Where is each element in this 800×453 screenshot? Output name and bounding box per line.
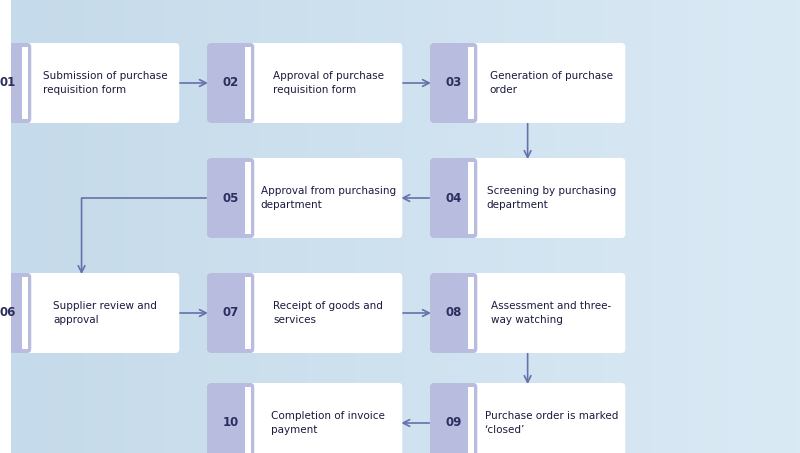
FancyBboxPatch shape — [430, 43, 626, 123]
FancyBboxPatch shape — [0, 273, 31, 353]
Text: Purchase order is marked
‘closed’: Purchase order is marked ‘closed’ — [485, 411, 618, 434]
FancyBboxPatch shape — [430, 273, 626, 353]
Bar — [22, 277, 28, 349]
FancyBboxPatch shape — [207, 273, 402, 353]
Bar — [246, 277, 251, 349]
Bar — [22, 47, 28, 119]
FancyBboxPatch shape — [207, 158, 254, 238]
Text: 03: 03 — [446, 77, 462, 90]
Text: 09: 09 — [446, 416, 462, 429]
Bar — [469, 277, 474, 349]
Bar — [469, 47, 474, 119]
Text: Generation of purchase
order: Generation of purchase order — [490, 72, 613, 95]
Bar — [246, 47, 251, 119]
FancyBboxPatch shape — [0, 43, 31, 123]
FancyBboxPatch shape — [207, 43, 254, 123]
Text: Completion of invoice
payment: Completion of invoice payment — [271, 411, 386, 434]
Text: 07: 07 — [222, 307, 238, 319]
FancyBboxPatch shape — [430, 158, 478, 238]
Bar — [246, 387, 251, 453]
FancyBboxPatch shape — [430, 158, 626, 238]
FancyBboxPatch shape — [207, 383, 254, 453]
FancyBboxPatch shape — [430, 273, 478, 353]
Text: 06: 06 — [0, 307, 16, 319]
Text: Assessment and three-
way watching: Assessment and three- way watching — [491, 301, 611, 325]
Text: Receipt of goods and
services: Receipt of goods and services — [274, 301, 383, 325]
Bar — [469, 387, 474, 453]
Text: Supplier review and
approval: Supplier review and approval — [54, 301, 157, 325]
FancyBboxPatch shape — [207, 158, 402, 238]
FancyBboxPatch shape — [0, 273, 179, 353]
Text: 04: 04 — [446, 192, 462, 204]
FancyBboxPatch shape — [430, 383, 478, 453]
FancyBboxPatch shape — [207, 273, 254, 353]
Bar — [469, 162, 474, 234]
Text: Submission of purchase
requisition form: Submission of purchase requisition form — [43, 72, 167, 95]
Bar — [246, 162, 251, 234]
Text: Approval of purchase
requisition form: Approval of purchase requisition form — [273, 72, 384, 95]
FancyBboxPatch shape — [430, 383, 626, 453]
Text: 10: 10 — [222, 416, 238, 429]
FancyBboxPatch shape — [207, 383, 402, 453]
Text: 08: 08 — [446, 307, 462, 319]
FancyBboxPatch shape — [0, 43, 179, 123]
Text: Screening by purchasing
department: Screening by purchasing department — [486, 186, 616, 210]
Text: 01: 01 — [0, 77, 16, 90]
Text: 05: 05 — [222, 192, 238, 204]
Text: 02: 02 — [222, 77, 238, 90]
FancyBboxPatch shape — [430, 43, 478, 123]
Text: Approval from purchasing
department: Approval from purchasing department — [261, 186, 396, 210]
FancyBboxPatch shape — [207, 43, 402, 123]
